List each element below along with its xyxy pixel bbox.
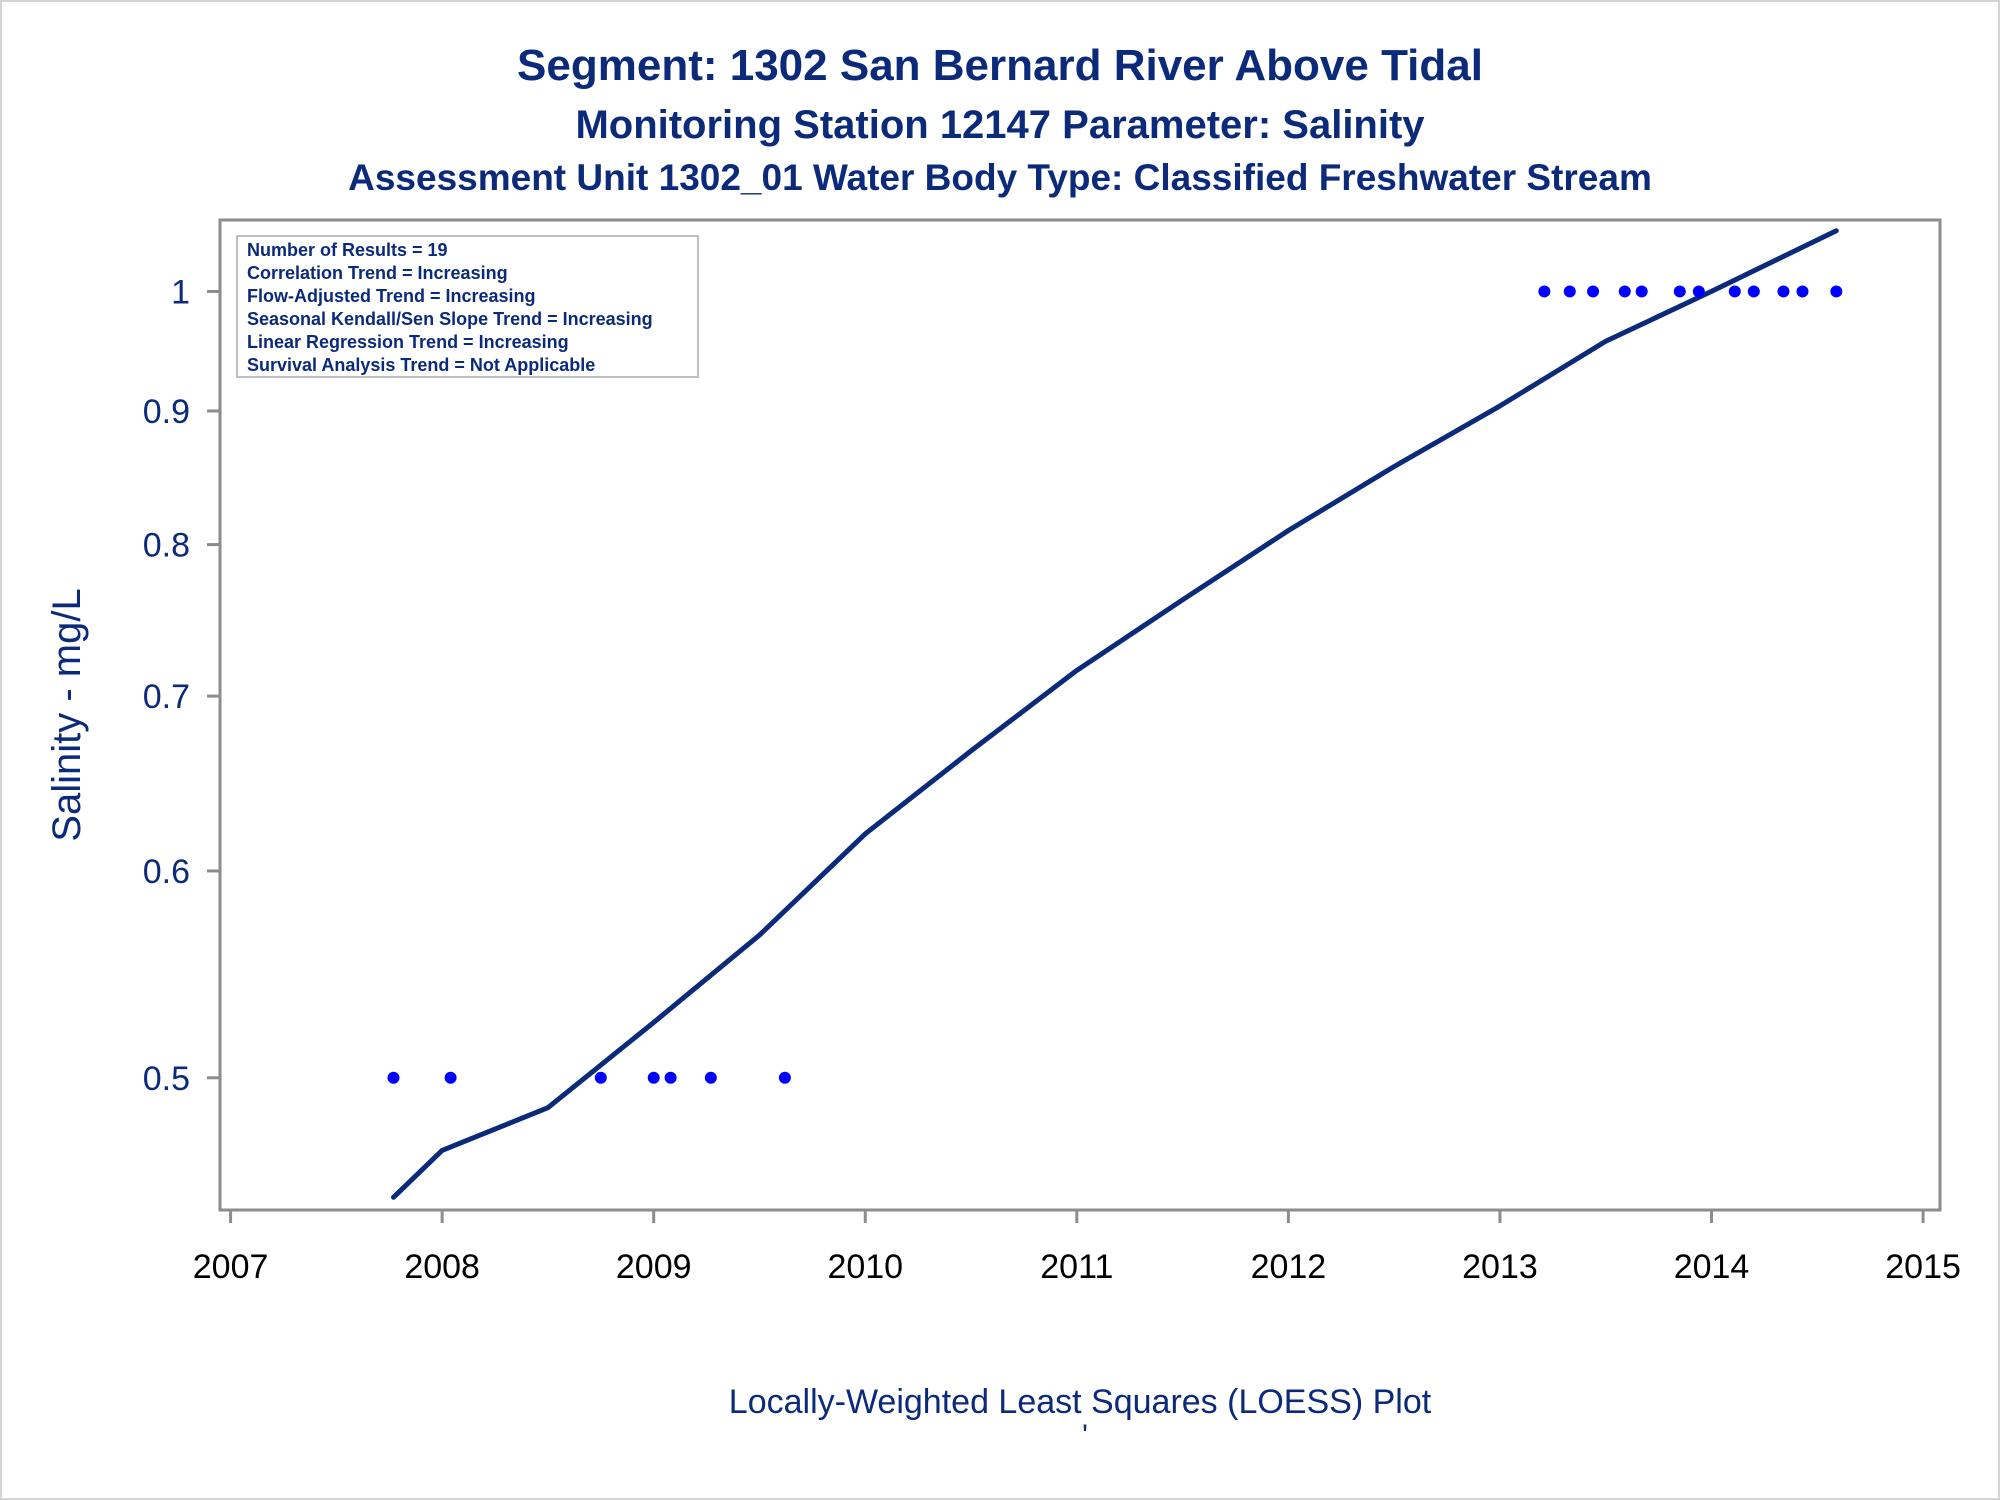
data-point xyxy=(778,1071,791,1084)
data-point xyxy=(1635,285,1648,298)
x-tick-label: 2011 xyxy=(1040,1248,1113,1286)
data-point xyxy=(1830,285,1843,298)
stats-line-seasonal-kendall: Seasonal Kendall/Sen Slope Trend = Incre… xyxy=(247,309,653,329)
data-point xyxy=(1796,285,1809,298)
y-axis: 0.5 0.6 0.7 0.8 0.9 1 xyxy=(143,273,220,1098)
y-tick-label: 1 xyxy=(171,273,190,311)
y-tick-label: 0.7 xyxy=(143,678,190,716)
data-point xyxy=(664,1071,677,1084)
data-point xyxy=(1673,285,1686,298)
data-point xyxy=(1587,285,1600,298)
stats-line-survival: Survival Analysis Trend = Not Applicable xyxy=(247,355,595,375)
data-point xyxy=(647,1071,660,1084)
stats-line-linear-regression: Linear Regression Trend = Increasing xyxy=(247,332,569,352)
x-tick-label: 2014 xyxy=(1674,1248,1750,1286)
x-tick-label: 2012 xyxy=(1251,1248,1327,1286)
y-tick-label: 0.8 xyxy=(143,527,190,565)
data-point xyxy=(594,1071,607,1084)
data-point xyxy=(1777,285,1790,298)
stats-legend-box xyxy=(236,235,699,378)
stats-line-correlation: Correlation Trend = Increasing xyxy=(247,263,508,283)
y-tick-label: 0.9 xyxy=(143,393,190,431)
data-point xyxy=(1692,285,1705,298)
plot-area xyxy=(218,218,1942,1212)
y-tick-label: 0.5 xyxy=(143,1060,190,1098)
x-tick-label: 2008 xyxy=(404,1248,480,1286)
data-point xyxy=(704,1071,717,1084)
x-axis-label: Locally-Weighted Least Squares (LOESS) P… xyxy=(729,1383,1432,1421)
chart-subtitle-1: Monitoring Station 12147 Parameter: Sali… xyxy=(575,103,1425,147)
stats-line-results: Number of Results = 19 xyxy=(247,240,448,260)
data-point xyxy=(1618,285,1631,298)
x-tick-label: 2010 xyxy=(827,1248,903,1286)
data-point xyxy=(387,1071,400,1084)
series-layer xyxy=(387,228,1843,1200)
data-point xyxy=(1563,285,1576,298)
data-point xyxy=(1728,285,1741,298)
footnote-mark: ' xyxy=(1082,1419,1088,1452)
x-axis: 2007 2008 2009 2010 2011 2012 2013 2014 2015 xyxy=(193,1210,1961,1286)
y-tick-label: 0.6 xyxy=(143,853,190,891)
chart-title: Segment: 1302 San Bernard River Above Ti… xyxy=(517,41,1483,90)
x-tick-label: 2009 xyxy=(616,1248,692,1286)
data-point xyxy=(1538,285,1551,298)
stats-line-flow-adjusted: Flow-Adjusted Trend = Increasing xyxy=(247,286,536,306)
chart-subtitle-2: Assessment Unit 1302_01 Water Body Type:… xyxy=(348,157,1652,198)
x-tick-label: 2013 xyxy=(1462,1248,1538,1286)
data-point xyxy=(444,1071,457,1084)
x-tick-label: 2007 xyxy=(193,1248,269,1286)
data-point xyxy=(1747,285,1760,298)
loess-trend-line xyxy=(391,228,1839,1200)
x-tick-label: 2015 xyxy=(1885,1248,1961,1286)
y-axis-label: Salinity - mg/L xyxy=(45,588,89,841)
